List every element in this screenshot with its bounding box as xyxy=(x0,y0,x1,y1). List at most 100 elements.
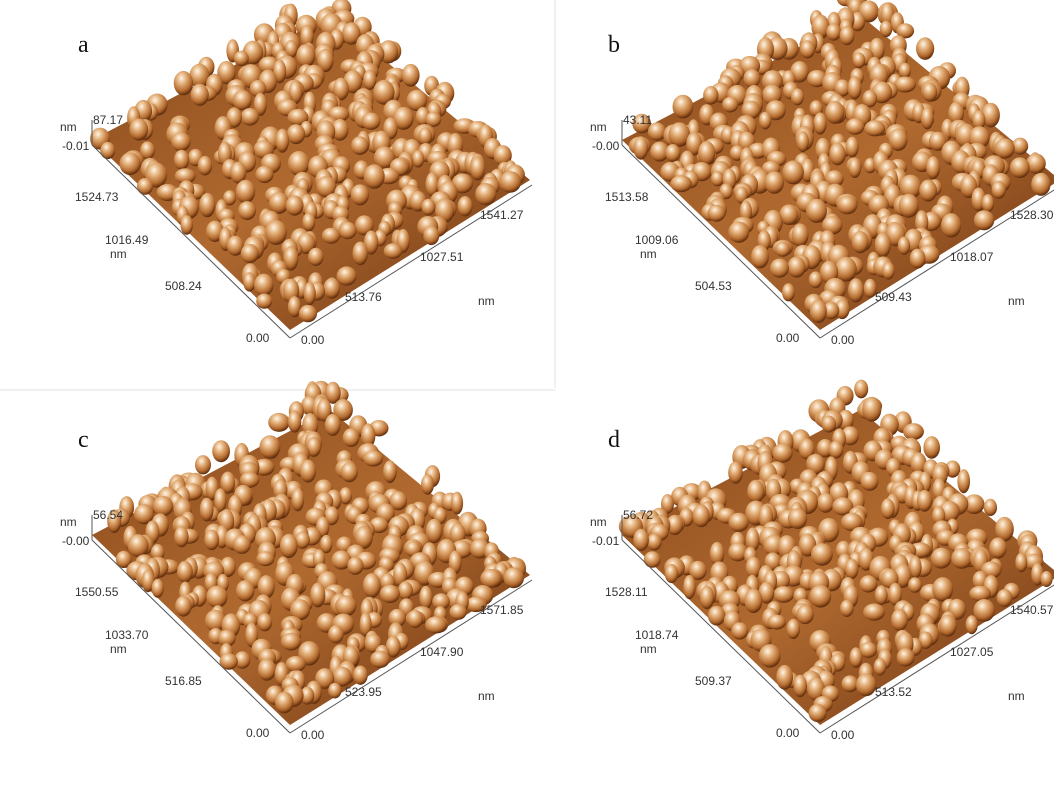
grain xyxy=(171,132,191,151)
grain xyxy=(177,561,193,583)
grain xyxy=(899,63,911,78)
grain xyxy=(708,606,725,626)
x-tick-label: 1027.05 xyxy=(950,645,994,659)
grain xyxy=(759,112,771,130)
grain xyxy=(254,274,274,297)
grain xyxy=(848,76,862,99)
panel-label: a xyxy=(78,32,89,58)
grain xyxy=(751,245,769,268)
grain xyxy=(364,164,385,189)
grain xyxy=(856,673,876,696)
grain xyxy=(923,436,940,459)
grain xyxy=(451,492,463,515)
z-max: 56.72 xyxy=(623,508,653,522)
grain xyxy=(683,575,695,599)
grain xyxy=(860,575,878,592)
grain xyxy=(322,228,340,244)
y-unit: nm xyxy=(640,247,657,261)
grain xyxy=(809,271,823,288)
grain xyxy=(728,461,743,483)
grain xyxy=(969,586,991,601)
x-tick-label: 0.00 xyxy=(831,333,855,347)
x-tick-label: 513.76 xyxy=(345,290,382,304)
grain xyxy=(288,151,310,176)
grain xyxy=(848,278,864,302)
y-tick-label: 516.85 xyxy=(165,674,202,688)
grain xyxy=(788,508,807,529)
grain xyxy=(292,488,305,512)
x-tick-label: 513.52 xyxy=(875,685,912,699)
grain xyxy=(300,460,316,483)
grain xyxy=(880,21,893,37)
grain xyxy=(241,244,259,263)
grain xyxy=(174,526,188,547)
panel-label: c xyxy=(78,427,89,453)
grain xyxy=(846,118,865,135)
grain xyxy=(299,305,317,322)
z-min: -0.00 xyxy=(62,534,90,548)
grain xyxy=(302,213,315,232)
grain xyxy=(994,138,1014,158)
grain xyxy=(238,201,256,220)
grain xyxy=(792,223,809,246)
grain xyxy=(759,644,781,668)
grain xyxy=(898,237,910,255)
y-unit: nm xyxy=(640,642,657,656)
grain xyxy=(821,416,836,433)
grain xyxy=(206,586,227,608)
grain xyxy=(897,648,915,666)
x-tick-label: 0.00 xyxy=(301,333,325,347)
grain xyxy=(932,577,953,601)
grain xyxy=(788,256,806,277)
grain xyxy=(849,158,862,178)
grain xyxy=(729,513,749,532)
grain xyxy=(845,559,858,579)
grain xyxy=(308,248,324,266)
grain xyxy=(129,118,148,140)
grain xyxy=(255,166,273,183)
grain xyxy=(806,199,827,223)
grain xyxy=(797,131,809,152)
z-max: 43.11 xyxy=(623,113,652,127)
grain xyxy=(765,171,784,194)
grain xyxy=(328,683,341,699)
z-unit: nm xyxy=(590,515,607,529)
grain xyxy=(700,586,714,610)
y-tick-label: 0.00 xyxy=(246,726,270,740)
afm-panel: cnm56.54-0.001550.551033.70516.850.00nm0… xyxy=(60,381,532,742)
grain xyxy=(243,272,255,291)
grain xyxy=(791,88,804,105)
grain xyxy=(931,548,952,569)
grain xyxy=(1015,553,1027,572)
x-tick-label: 0.00 xyxy=(831,728,855,742)
grain xyxy=(343,428,360,447)
grain xyxy=(504,567,524,588)
grain xyxy=(782,283,795,301)
grain xyxy=(286,196,304,216)
grain xyxy=(233,535,251,554)
y-tick-label: 1033.70 xyxy=(105,628,149,642)
grain xyxy=(419,586,432,610)
figure: anm87.17-0.011524.731016.49508.240.00nm0… xyxy=(0,0,1054,798)
x-tick-label: 1540.57 xyxy=(1010,603,1054,617)
grain xyxy=(693,505,710,528)
grain xyxy=(917,490,932,512)
grain xyxy=(425,616,447,633)
grain xyxy=(796,605,813,625)
grain xyxy=(353,666,368,685)
grain xyxy=(398,581,413,599)
z-max: 87.17 xyxy=(93,113,123,127)
grain xyxy=(475,183,496,205)
grain xyxy=(854,380,868,399)
grain xyxy=(363,451,383,467)
grain xyxy=(841,675,858,692)
z-unit: nm xyxy=(590,120,607,134)
grain xyxy=(120,152,141,175)
x-tick-label: 523.95 xyxy=(345,685,382,699)
grain xyxy=(974,599,995,622)
grain xyxy=(351,136,368,155)
grain xyxy=(862,397,881,422)
grain xyxy=(1010,157,1030,178)
grain xyxy=(341,462,358,482)
